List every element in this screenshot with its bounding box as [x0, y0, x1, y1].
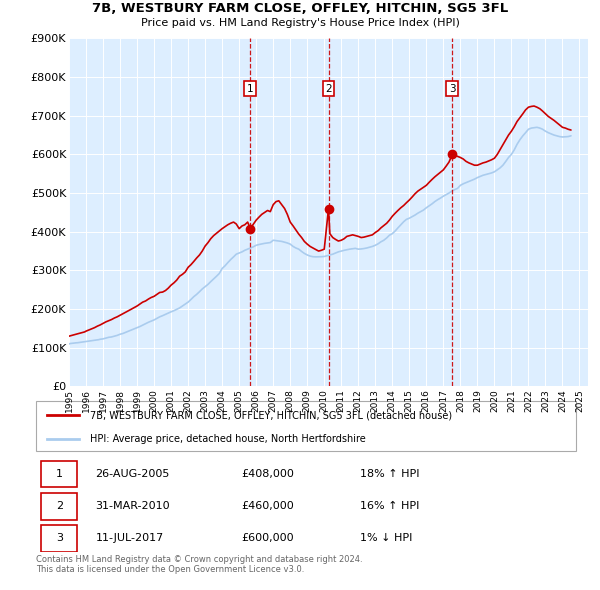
- Text: 2004: 2004: [218, 389, 227, 412]
- Text: 2022: 2022: [524, 389, 533, 412]
- Text: 2007: 2007: [269, 389, 278, 412]
- Text: 18% ↑ HPI: 18% ↑ HPI: [360, 469, 419, 478]
- Text: 2016: 2016: [422, 389, 431, 412]
- Text: 2009: 2009: [303, 389, 312, 412]
- FancyBboxPatch shape: [41, 525, 77, 552]
- Text: 2005: 2005: [235, 389, 244, 412]
- Text: 1996: 1996: [82, 389, 91, 412]
- Text: 2: 2: [56, 501, 63, 511]
- Text: 7B, WESTBURY FARM CLOSE, OFFLEY, HITCHIN, SG5 3FL (detached house): 7B, WESTBURY FARM CLOSE, OFFLEY, HITCHIN…: [90, 410, 452, 420]
- Text: 2010: 2010: [320, 389, 329, 412]
- Text: 1: 1: [247, 84, 254, 94]
- Text: 1% ↓ HPI: 1% ↓ HPI: [360, 533, 412, 543]
- Text: 2014: 2014: [388, 389, 397, 412]
- Text: Price paid vs. HM Land Registry's House Price Index (HPI): Price paid vs. HM Land Registry's House …: [140, 18, 460, 28]
- Text: 2017: 2017: [439, 389, 448, 412]
- Text: 2013: 2013: [371, 389, 380, 412]
- Text: 2001: 2001: [167, 389, 176, 412]
- Text: This data is licensed under the Open Government Licence v3.0.: This data is licensed under the Open Gov…: [36, 565, 304, 574]
- Text: 16% ↑ HPI: 16% ↑ HPI: [360, 501, 419, 511]
- Text: £460,000: £460,000: [241, 501, 294, 511]
- Text: 26-AUG-2005: 26-AUG-2005: [95, 469, 170, 478]
- Text: 2002: 2002: [184, 389, 193, 412]
- Text: 31-MAR-2010: 31-MAR-2010: [95, 501, 170, 511]
- Text: 2015: 2015: [405, 389, 414, 412]
- Text: 2003: 2003: [200, 389, 209, 412]
- Text: 1: 1: [56, 469, 63, 478]
- Text: 2008: 2008: [286, 389, 295, 412]
- Text: 1999: 1999: [133, 389, 142, 412]
- Text: £408,000: £408,000: [241, 469, 294, 478]
- Text: 2000: 2000: [149, 389, 158, 412]
- Text: 2024: 2024: [558, 389, 567, 412]
- Text: 2023: 2023: [541, 389, 550, 412]
- Text: £600,000: £600,000: [241, 533, 294, 543]
- Text: 3: 3: [56, 533, 63, 543]
- Text: 3: 3: [449, 84, 455, 94]
- Text: 2019: 2019: [473, 389, 482, 412]
- Text: 2025: 2025: [575, 389, 584, 412]
- Text: 2012: 2012: [354, 389, 363, 412]
- Text: HPI: Average price, detached house, North Hertfordshire: HPI: Average price, detached house, Nort…: [90, 434, 366, 444]
- Text: 1997: 1997: [98, 389, 107, 412]
- Text: 2021: 2021: [507, 389, 516, 412]
- Text: 2011: 2011: [337, 389, 346, 412]
- Text: 2020: 2020: [490, 389, 499, 412]
- Text: 2018: 2018: [456, 389, 465, 412]
- FancyBboxPatch shape: [41, 461, 77, 487]
- Text: 1995: 1995: [65, 389, 74, 412]
- Text: 11-JUL-2017: 11-JUL-2017: [95, 533, 164, 543]
- FancyBboxPatch shape: [41, 493, 77, 520]
- Text: Contains HM Land Registry data © Crown copyright and database right 2024.: Contains HM Land Registry data © Crown c…: [36, 555, 362, 563]
- Text: 1998: 1998: [116, 389, 125, 412]
- Text: 2006: 2006: [251, 389, 260, 412]
- Text: 7B, WESTBURY FARM CLOSE, OFFLEY, HITCHIN, SG5 3FL: 7B, WESTBURY FARM CLOSE, OFFLEY, HITCHIN…: [92, 2, 508, 15]
- Text: 2: 2: [325, 84, 332, 94]
- FancyBboxPatch shape: [36, 401, 576, 451]
